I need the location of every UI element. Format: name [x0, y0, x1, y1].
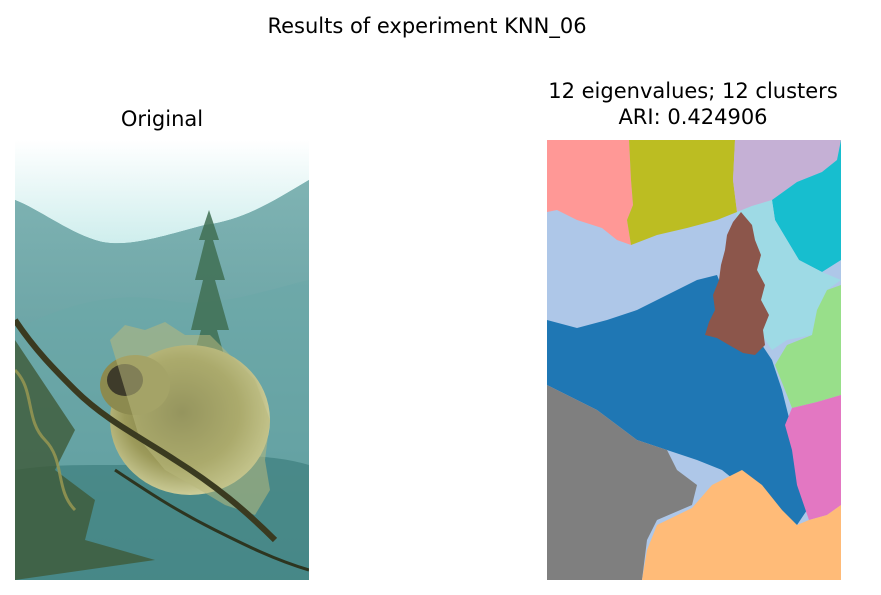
segment-cyan — [772, 140, 841, 272]
segmentation-image — [547, 140, 841, 580]
segment-light-green — [775, 285, 841, 408]
segment-lavender — [733, 140, 841, 212]
segmentation-title-line1: 12 eigenvalues; 12 clusters — [548, 79, 838, 103]
segmentation-panel-title: 12 eigenvalues; 12 clusters ARI: 0.42490… — [500, 78, 881, 130]
figure-suptitle: Results of experiment KNN_06 — [267, 14, 587, 38]
segment-pink — [785, 395, 841, 520]
segment-light-orange — [642, 470, 841, 580]
original-image — [15, 140, 309, 580]
segment-olive — [627, 140, 737, 245]
original-panel-title: Original — [120, 107, 204, 131]
segment-gray — [547, 385, 697, 580]
porcupine-photo — [15, 140, 309, 580]
segment-salmon — [547, 140, 633, 245]
cluster-map — [547, 140, 841, 580]
segment-brown — [705, 212, 769, 355]
segmentation-title-line2: ARI: 0.424906 — [618, 105, 768, 129]
